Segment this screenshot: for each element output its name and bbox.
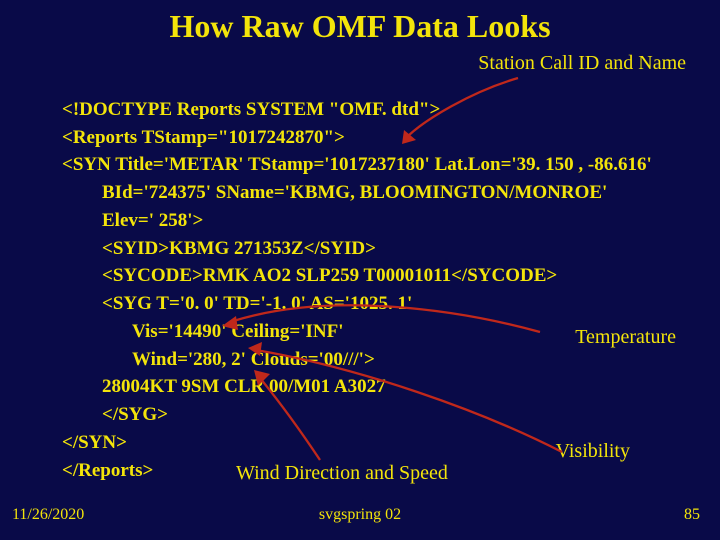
code-line: </Reports>: [62, 460, 153, 481]
annot-visibility: Visibility: [556, 440, 630, 463]
slide-title: How Raw OMF Data Looks: [0, 8, 720, 45]
code-line: <SYID>KBMG 271353Z</SYID>: [62, 235, 690, 263]
annot-wind: Wind Direction and Speed: [236, 462, 448, 485]
code-line: </SYG>: [62, 401, 690, 429]
footer-center: svgspring 02: [0, 506, 720, 524]
footer-page-num: 85: [684, 506, 700, 524]
annot-temperature: Temperature: [575, 326, 676, 349]
code-line: <!DOCTYPE Reports SYSTEM "OMF. dtd">: [62, 99, 440, 120]
slide: How Raw OMF Data Looks Station Call ID a…: [0, 0, 720, 540]
code-line: Wind='280, 2' Clouds='00///'>: [62, 346, 690, 374]
code-line: <SYCODE>RMK AO2 SLP259 T00001011</SYCODE…: [62, 262, 690, 290]
code-line: Elev=' 258'>: [62, 207, 690, 235]
code-line: <SYN Title='METAR' TStamp='1017237180' L…: [62, 154, 652, 175]
code-line: BId='724375' SName='KBMG, BLOOMINGTON/MO…: [62, 179, 690, 207]
code-line: <Reports TStamp="1017242870">: [62, 127, 345, 148]
code-line: 28004KT 9SM CLR 00/M01 A3027: [62, 373, 690, 401]
code-line: </SYN>: [62, 432, 127, 453]
station-label: Station Call ID and Name: [478, 52, 686, 75]
code-block: <!DOCTYPE Reports SYSTEM "OMF. dtd"> <Re…: [62, 96, 690, 484]
code-line: <SYG T='0. 0' TD='-1. 0' AS='1025. 1': [62, 290, 690, 318]
